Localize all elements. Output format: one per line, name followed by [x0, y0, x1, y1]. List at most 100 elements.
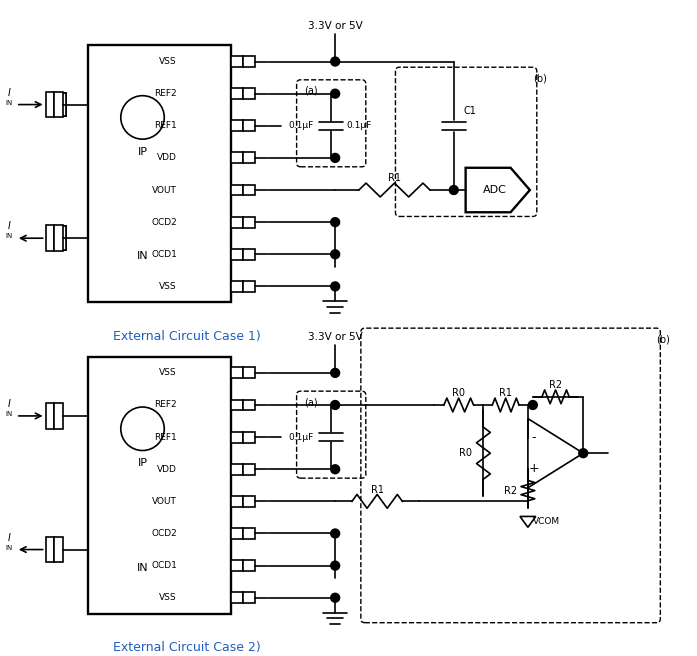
Text: 3.3V or 5V: 3.3V or 5V — [308, 20, 362, 31]
Circle shape — [121, 407, 164, 451]
Text: IN: IN — [6, 411, 13, 417]
Circle shape — [528, 401, 537, 409]
Bar — [231, 367, 243, 379]
Circle shape — [330, 529, 339, 538]
Text: 0.1μF: 0.1μF — [288, 121, 314, 131]
Text: IN: IN — [6, 544, 13, 550]
Circle shape — [330, 369, 339, 377]
Circle shape — [330, 465, 339, 474]
Text: (b): (b) — [533, 73, 546, 83]
Circle shape — [330, 250, 339, 258]
Bar — [243, 432, 254, 443]
Circle shape — [121, 96, 164, 139]
Text: R1: R1 — [388, 173, 401, 183]
Circle shape — [330, 561, 339, 570]
Text: C1: C1 — [464, 106, 477, 116]
Bar — [243, 400, 254, 411]
Bar — [59, 226, 66, 250]
Bar — [231, 560, 243, 571]
Text: External Circuit Case 2): External Circuit Case 2) — [113, 642, 261, 655]
Text: REF2: REF2 — [154, 89, 177, 98]
Text: 0.1μF: 0.1μF — [288, 432, 314, 441]
Text: IP: IP — [137, 459, 148, 468]
Text: 0.1μF: 0.1μF — [346, 121, 372, 131]
Bar — [88, 357, 231, 614]
Bar — [243, 249, 254, 260]
Bar — [45, 92, 54, 117]
Text: (b): (b) — [657, 334, 671, 344]
Text: R2: R2 — [503, 485, 516, 496]
Bar — [231, 281, 243, 292]
Bar — [243, 496, 254, 507]
Circle shape — [330, 282, 339, 291]
Bar — [59, 226, 66, 250]
Bar — [45, 226, 54, 251]
Text: R0: R0 — [452, 388, 465, 398]
Text: R1: R1 — [371, 485, 383, 495]
Circle shape — [579, 449, 588, 458]
Text: ADC: ADC — [482, 185, 507, 195]
Text: VDD: VDD — [157, 464, 177, 474]
Bar — [243, 560, 254, 571]
Text: VSS: VSS — [160, 57, 177, 66]
Text: I: I — [8, 88, 10, 98]
Text: IN: IN — [137, 563, 148, 573]
Bar — [243, 367, 254, 379]
Text: I: I — [8, 533, 10, 543]
Circle shape — [330, 593, 339, 602]
Text: External Circuit Case 1): External Circuit Case 1) — [113, 330, 261, 343]
Text: I: I — [8, 221, 10, 232]
Bar — [243, 464, 254, 475]
Bar — [88, 45, 231, 302]
Text: +: + — [528, 462, 539, 475]
Text: I: I — [8, 399, 10, 409]
Text: VDD: VDD — [157, 154, 177, 163]
Circle shape — [450, 186, 458, 194]
Text: IN: IN — [6, 234, 13, 239]
Bar — [231, 464, 243, 475]
Circle shape — [330, 89, 339, 98]
Text: OCD1: OCD1 — [151, 250, 177, 258]
Text: -: - — [532, 431, 536, 444]
Circle shape — [330, 57, 339, 66]
Text: REF1: REF1 — [154, 432, 177, 441]
Bar — [243, 152, 254, 163]
Text: REF2: REF2 — [154, 401, 177, 409]
Bar — [231, 496, 243, 507]
Bar — [45, 403, 54, 429]
Bar — [59, 92, 66, 116]
Bar — [54, 226, 63, 251]
Text: VSS: VSS — [160, 369, 177, 377]
Bar — [231, 152, 243, 163]
Bar — [243, 120, 254, 131]
Circle shape — [330, 154, 339, 162]
Text: VSS: VSS — [160, 282, 177, 291]
Bar — [231, 249, 243, 260]
Text: IP: IP — [137, 147, 148, 157]
Bar — [231, 432, 243, 443]
Bar — [243, 281, 254, 292]
Circle shape — [330, 218, 339, 226]
Bar — [231, 400, 243, 411]
Text: R2: R2 — [549, 380, 562, 390]
Bar — [45, 537, 54, 562]
Text: VCOM: VCOM — [533, 518, 560, 526]
Bar — [243, 184, 254, 195]
Text: REF1: REF1 — [154, 121, 177, 131]
Bar — [243, 56, 254, 67]
Text: OCD1: OCD1 — [151, 561, 177, 570]
Bar — [54, 537, 63, 562]
Text: VSS: VSS — [160, 593, 177, 602]
Circle shape — [330, 401, 339, 409]
Bar — [231, 592, 243, 603]
Bar — [243, 88, 254, 99]
Text: (a): (a) — [305, 86, 318, 96]
Bar — [231, 216, 243, 228]
Text: VOUT: VOUT — [152, 186, 177, 195]
Bar — [231, 56, 243, 67]
Bar — [231, 528, 243, 539]
Text: R0: R0 — [459, 448, 472, 458]
Bar — [231, 184, 243, 195]
Bar — [54, 92, 63, 117]
Text: R1: R1 — [499, 388, 512, 398]
